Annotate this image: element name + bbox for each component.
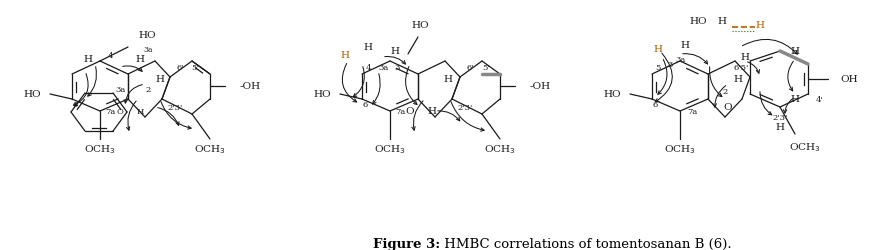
Text: 3: 3 — [394, 64, 400, 72]
Text: Figure 3:: Figure 3: — [373, 237, 440, 250]
Text: 5': 5' — [191, 64, 199, 72]
Text: H: H — [156, 75, 165, 84]
Text: 6: 6 — [72, 100, 77, 108]
Text: HO: HO — [603, 90, 620, 99]
Text: HMBC correlations of tomentosanan B (6).: HMBC correlations of tomentosanan B (6). — [440, 237, 731, 250]
Text: OCH$_3$: OCH$_3$ — [84, 143, 116, 156]
Text: 6'5': 6'5' — [733, 64, 749, 72]
Text: 7a: 7a — [395, 108, 405, 116]
Text: 2: 2 — [145, 86, 150, 94]
Text: OCH$_3$: OCH$_3$ — [484, 143, 516, 156]
Text: 3a: 3a — [378, 64, 388, 72]
Text: HO: HO — [138, 30, 156, 39]
Text: H: H — [136, 55, 144, 64]
Text: H: H — [391, 47, 400, 56]
Text: 2'3': 2'3' — [773, 114, 788, 122]
Text: 7a: 7a — [105, 108, 115, 116]
Text: O: O — [116, 108, 123, 116]
Text: -OH: -OH — [530, 82, 551, 91]
Text: H: H — [775, 123, 784, 132]
Text: 5: 5 — [656, 64, 661, 72]
Text: OCH$_3$: OCH$_3$ — [664, 143, 696, 156]
Text: OCH$_3$: OCH$_3$ — [789, 141, 821, 154]
Text: H: H — [717, 18, 727, 26]
Text: 7a: 7a — [687, 108, 697, 116]
Text: H: H — [444, 75, 452, 84]
Text: H: H — [341, 50, 349, 59]
Text: HO: HO — [313, 90, 331, 99]
Text: 4: 4 — [108, 52, 114, 60]
Text: 6: 6 — [363, 100, 368, 108]
Text: H: H — [680, 40, 690, 49]
Text: -OH: -OH — [240, 82, 261, 91]
Text: 2'3': 2'3' — [458, 104, 473, 112]
Text: H: H — [740, 53, 750, 62]
Text: 2: 2 — [722, 88, 728, 96]
Text: 6': 6' — [176, 64, 184, 72]
Text: 5': 5' — [482, 64, 490, 72]
Text: HO: HO — [689, 18, 707, 26]
Text: O: O — [406, 107, 414, 116]
Text: H: H — [734, 75, 743, 84]
Text: H: H — [654, 45, 663, 54]
Text: 6': 6' — [466, 64, 473, 72]
Text: H: H — [756, 20, 765, 30]
Text: H: H — [84, 55, 92, 64]
Text: HO: HO — [411, 20, 429, 30]
Text: OCH$_3$: OCH$_3$ — [374, 143, 406, 156]
Text: 3a: 3a — [675, 56, 686, 64]
Text: OH: OH — [840, 75, 858, 84]
Text: H: H — [790, 95, 800, 104]
Text: OCH$_3$: OCH$_3$ — [194, 143, 226, 156]
Text: 4': 4' — [816, 96, 824, 104]
Text: O: O — [723, 103, 732, 112]
Text: 3a: 3a — [143, 46, 153, 54]
Text: HO: HO — [23, 90, 40, 99]
Text: 6: 6 — [652, 100, 657, 108]
Text: H: H — [363, 43, 372, 52]
Text: H: H — [136, 108, 143, 116]
Text: 2'3': 2'3' — [167, 104, 183, 112]
Text: 3a: 3a — [115, 86, 125, 94]
Text: H: H — [790, 47, 800, 56]
Text: 3: 3 — [667, 61, 672, 69]
Text: 4: 4 — [365, 64, 370, 72]
Text: H: H — [428, 107, 436, 116]
